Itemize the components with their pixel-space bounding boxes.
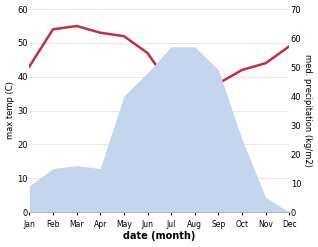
- X-axis label: date (month): date (month): [123, 231, 196, 242]
- Y-axis label: max temp (C): max temp (C): [5, 82, 15, 140]
- Y-axis label: med. precipitation (kg/m2): med. precipitation (kg/m2): [303, 54, 313, 167]
